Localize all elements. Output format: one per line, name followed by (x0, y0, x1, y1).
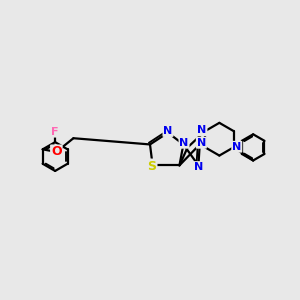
Text: S: S (148, 160, 157, 172)
Text: N: N (164, 126, 172, 136)
Text: N: N (179, 138, 189, 148)
Text: N: N (197, 125, 206, 135)
Text: F: F (51, 127, 59, 137)
Text: N: N (232, 142, 242, 152)
Text: N: N (194, 162, 204, 172)
Text: N: N (197, 138, 206, 148)
Text: O: O (51, 146, 62, 158)
